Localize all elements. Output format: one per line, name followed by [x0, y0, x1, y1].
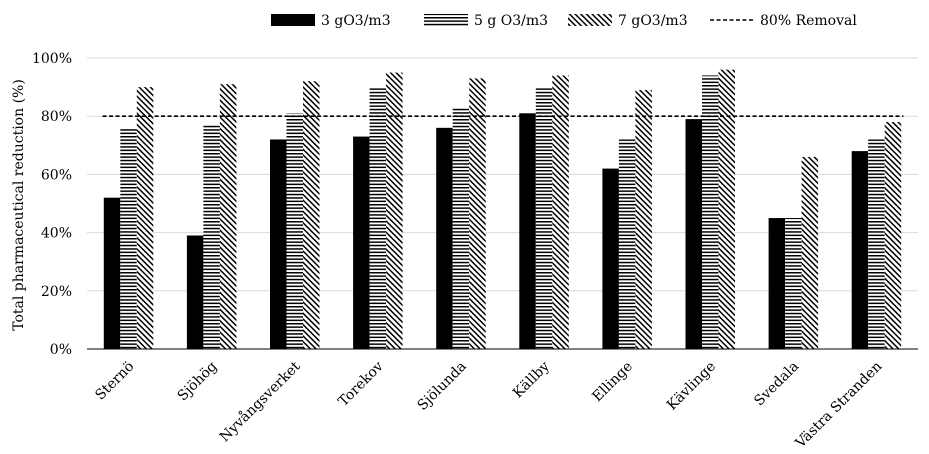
legend-swatch	[271, 14, 315, 26]
bar	[369, 87, 387, 349]
y-axis-title: Total pharmaceutical reduction (%)	[11, 79, 27, 331]
bar	[801, 156, 819, 349]
category-label: Kävlinge	[664, 359, 719, 414]
y-tick-label: 0%	[50, 342, 72, 358]
category-label: Västra Stranden	[792, 359, 885, 452]
bar	[469, 78, 486, 350]
category-label: Svedala	[751, 359, 802, 410]
bar	[353, 136, 370, 349]
bar	[120, 127, 137, 349]
bar	[270, 139, 287, 349]
bar	[286, 113, 303, 349]
bar	[535, 87, 553, 349]
legend-item: 7 gO3/m3	[568, 13, 688, 29]
bar	[386, 72, 403, 350]
category-label: Sjölunda	[414, 359, 469, 414]
y-tick-label: 40%	[41, 226, 72, 242]
bar	[685, 119, 702, 349]
legend: 3 gO3/m3 5 g O3/m3 7 gO3/m3 80% Removal	[271, 13, 857, 29]
bar	[203, 124, 220, 350]
bar	[868, 139, 885, 349]
bar	[884, 122, 902, 350]
category-label: Källby	[510, 358, 553, 401]
y-tick-label: 80%	[41, 109, 72, 125]
bar	[103, 197, 121, 349]
bar	[718, 69, 735, 349]
bar	[785, 218, 802, 349]
legend-item: 3 gO3/m3	[271, 13, 391, 29]
bar	[519, 113, 536, 349]
category-label: Sternö	[92, 359, 137, 404]
legend-label: 3 gO3/m3	[321, 13, 391, 29]
bar	[635, 90, 652, 349]
bar	[219, 84, 237, 349]
bar	[436, 127, 453, 349]
category-label: Nyvångsverket	[216, 358, 304, 446]
y-tick-label: 20%	[41, 284, 72, 300]
bar	[452, 107, 470, 349]
legend-item: 5 g O3/m3	[424, 13, 548, 29]
bar	[768, 218, 786, 349]
legend-swatch	[424, 14, 468, 26]
legend-label: 80% Removal	[760, 13, 857, 29]
y-axis: 0% 20% 40% 60% 80% 100%	[32, 51, 72, 358]
category-label: Sjöhög	[175, 358, 221, 404]
legend-swatch	[568, 14, 612, 26]
category-label: Torekov	[335, 358, 386, 409]
bar	[552, 75, 569, 350]
y-tick-label: 60%	[41, 167, 72, 183]
bar	[618, 139, 636, 349]
bar	[702, 75, 719, 350]
bar	[602, 168, 619, 349]
legend-label: 7 gO3/m3	[618, 13, 688, 29]
bar	[851, 151, 869, 349]
legend-label: 5 g O3/m3	[474, 13, 548, 29]
y-tick-label: 100%	[32, 51, 72, 67]
legend-item: 80% Removal	[710, 13, 857, 29]
category-label: Ellinge	[589, 359, 636, 406]
bar	[186, 235, 204, 349]
bar	[303, 81, 320, 349]
bar	[136, 87, 154, 349]
bars	[103, 69, 902, 350]
